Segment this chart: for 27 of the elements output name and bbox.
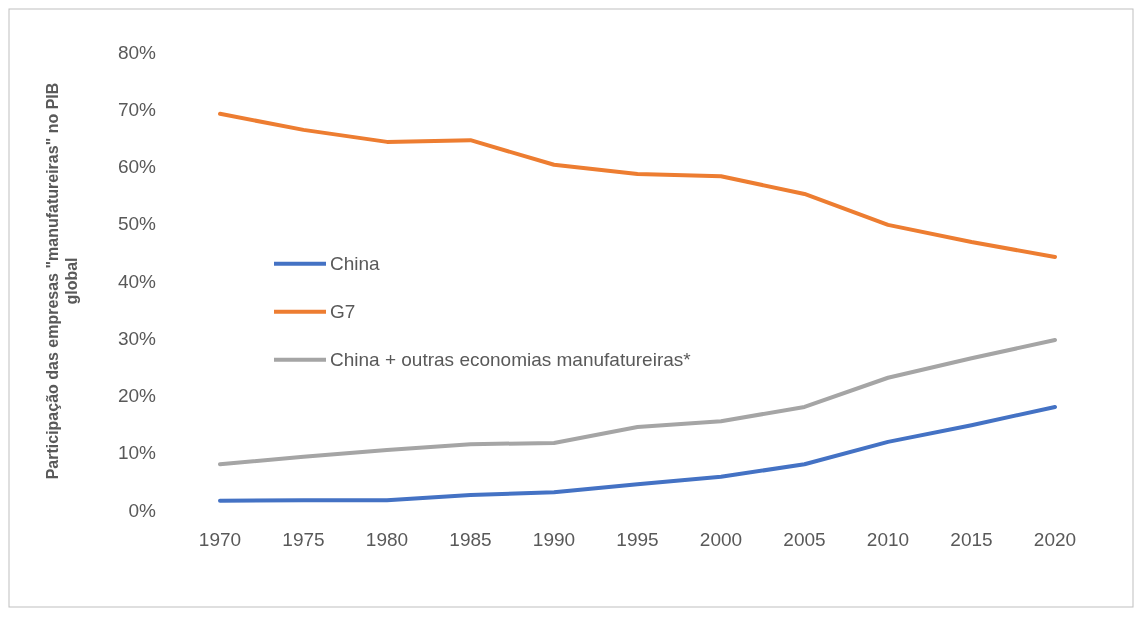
legend-label: China (330, 253, 381, 275)
y-axis-title: Participação das empresas "manufatureiras" no PIB global (44, 82, 80, 480)
y-tick-label: 20% (117, 385, 157, 407)
y-tick-label: 80% (117, 41, 157, 63)
y-tick-label: 0% (128, 499, 157, 521)
x-tick-label: 1975 (282, 529, 325, 550)
x-tick-label: 1980 (365, 529, 409, 550)
line-series (218, 404, 1057, 503)
x-tick-label: 2015 (950, 529, 993, 550)
y-tick-label: 40% (117, 270, 157, 292)
y-tick-label: 70% (117, 98, 157, 120)
line-series (218, 337, 1057, 467)
x-tick-label: 2000 (699, 529, 743, 550)
x-tick-label: 1990 (532, 529, 576, 550)
y-tick-label: 60% (117, 156, 157, 178)
x-tick-label: 1985 (449, 529, 492, 550)
line-series (218, 111, 1057, 259)
x-tick-label: 1995 (616, 529, 659, 550)
legend-label: China + outras economias manufatureiras* (330, 349, 692, 371)
legend-label: G7 (330, 301, 356, 323)
y-tick-label: 50% (117, 213, 157, 235)
x-tick-label: 2005 (783, 529, 826, 550)
x-tick-label: 2020 (1033, 529, 1077, 550)
x-tick-label: 1970 (198, 529, 242, 550)
y-tick-label: 30% (117, 327, 157, 349)
x-tick-label: 2010 (866, 529, 910, 550)
y-tick-label: 10% (117, 442, 157, 464)
